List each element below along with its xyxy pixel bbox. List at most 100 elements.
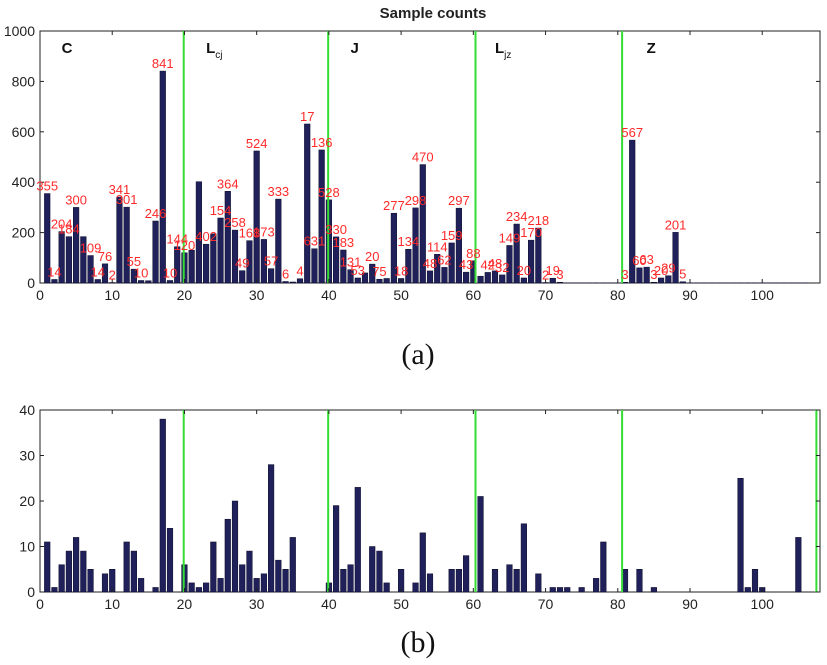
bar [44,541,51,593]
data-label: 144 [166,232,188,247]
chart-panel-b: 0 10 20 30 40 50 60 70 80 90 100 0 10 20 30 40 (b) [19,402,821,659]
bar [145,280,152,284]
x-tick-label: 80 [610,287,626,303]
bar [556,587,564,593]
bar [123,206,130,284]
bar [73,537,80,593]
bar [390,212,397,284]
bar [405,248,412,284]
x-tick-label: 100 [751,596,775,612]
data-label: 42 [481,257,495,272]
bar [80,236,87,284]
bar [268,268,275,284]
bar [629,139,636,284]
x-tick-label: 90 [682,596,698,612]
bar [246,240,253,284]
data-label: 4 [296,264,303,279]
bar [130,268,137,284]
bar [231,500,239,593]
bar [506,564,513,593]
panel-label-b: (b) [401,626,436,659]
bar [65,550,72,593]
data-label: 2 [542,267,549,282]
bar [101,263,109,284]
bar [195,587,202,593]
data-label: 20 [365,249,379,264]
data-label: 184 [58,222,80,237]
region-label: Z [647,40,656,57]
bar [224,191,231,284]
bar [347,564,354,593]
bar [210,541,217,593]
data-label: 14 [47,264,61,279]
data-label: 48 [488,256,502,271]
x-tick-label: 30 [249,596,265,612]
region-label: C [62,40,73,57]
data-label: 364 [217,176,239,191]
bar [600,541,607,593]
data-label: 57 [264,254,278,269]
y-tick-label: 800 [12,73,36,89]
bar [463,555,470,593]
x-tick-label: 40 [321,287,337,303]
data-label: 3 [621,267,628,282]
bar [744,587,751,593]
y-tick-label: 1000 [4,23,35,39]
data-label: 246 [145,206,167,221]
data-label: 341 [109,182,131,197]
bar [491,569,499,593]
x-tick-label: 60 [466,596,482,612]
x-tick-label: 30 [249,287,265,303]
bar [152,220,159,284]
data-label: 631 [304,234,326,249]
data-label: 136 [311,135,333,150]
chart-panel-a: Sample counts 0 10 20 30 40 50 60 70 80 90 1000200… [4,5,821,371]
bar [239,564,246,593]
bar [383,278,390,284]
bar [195,181,202,284]
data-label: 60 [632,253,646,268]
x-tick-label: 40 [321,596,337,612]
plot-area-a: 0 10 20 30 40 50 60 70 80 90 10002004006008001000C… [4,23,821,303]
bar [520,523,527,593]
bar [535,573,542,593]
y-tick-label: 10 [19,539,35,555]
bar [138,280,145,284]
bar [217,217,224,284]
bar [130,550,137,593]
x-tick-label: 60 [466,287,482,303]
bar [159,418,166,593]
data-label: 298 [405,193,427,208]
axes-frame [39,30,821,284]
data-label: 120 [174,238,196,253]
y-tick-label: 20 [19,493,35,509]
bar [383,582,390,593]
data-label: 300 [65,192,87,207]
x-tick-label: 20 [177,596,193,612]
x-tick-label: 20 [177,287,193,303]
bar [152,587,159,593]
bar [441,267,448,284]
bar [549,587,556,593]
bar [58,231,65,284]
bar [426,573,434,593]
x-tick-label: 90 [682,287,698,303]
x-tick-label: 10 [104,596,120,612]
x-tick-label: 0 [36,596,44,612]
data-label: 355 [36,179,58,194]
bar [376,550,383,593]
data-label: 201 [665,217,687,232]
bar [289,537,296,593]
bar [448,569,455,593]
data-label: 53 [351,263,365,278]
panel-label-a: (a) [401,338,434,371]
y-tick-label: 30 [19,448,35,464]
bar [412,582,419,593]
bar [369,546,376,593]
chart-title: Sample counts [380,5,487,22]
data-label: 402 [195,229,217,244]
data-label: 49 [235,256,249,271]
bar [166,280,174,284]
data-label: 131 [340,255,362,270]
data-label: 18 [394,263,408,278]
